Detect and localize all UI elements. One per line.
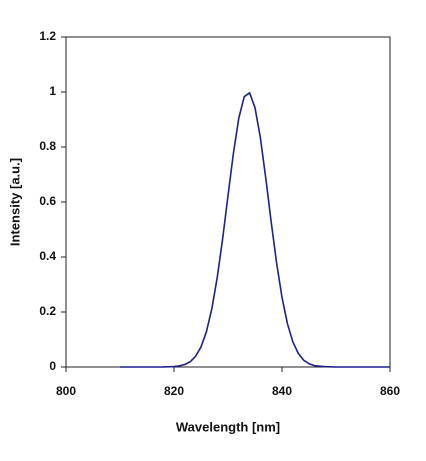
y-tick-label: 0.8 [39,139,56,153]
x-tick-label: 860 [380,384,400,398]
y-tick-label: 0.6 [39,194,56,208]
data-line [120,92,390,368]
y-axis-title: Intensity [a.u.] [7,158,22,246]
x-tick-label: 840 [272,384,292,398]
y-tick-label: 0 [49,359,56,373]
x-axis-title: Wavelength [nm] [176,419,280,434]
y-tick-label: 1.2 [39,29,56,43]
y-tick-label: 0.4 [39,249,56,263]
y-tick-label: 1 [49,84,56,98]
x-tick-label: 800 [56,384,76,398]
y-tick-label: 0.2 [39,304,56,318]
x-tick-label: 820 [164,384,184,398]
